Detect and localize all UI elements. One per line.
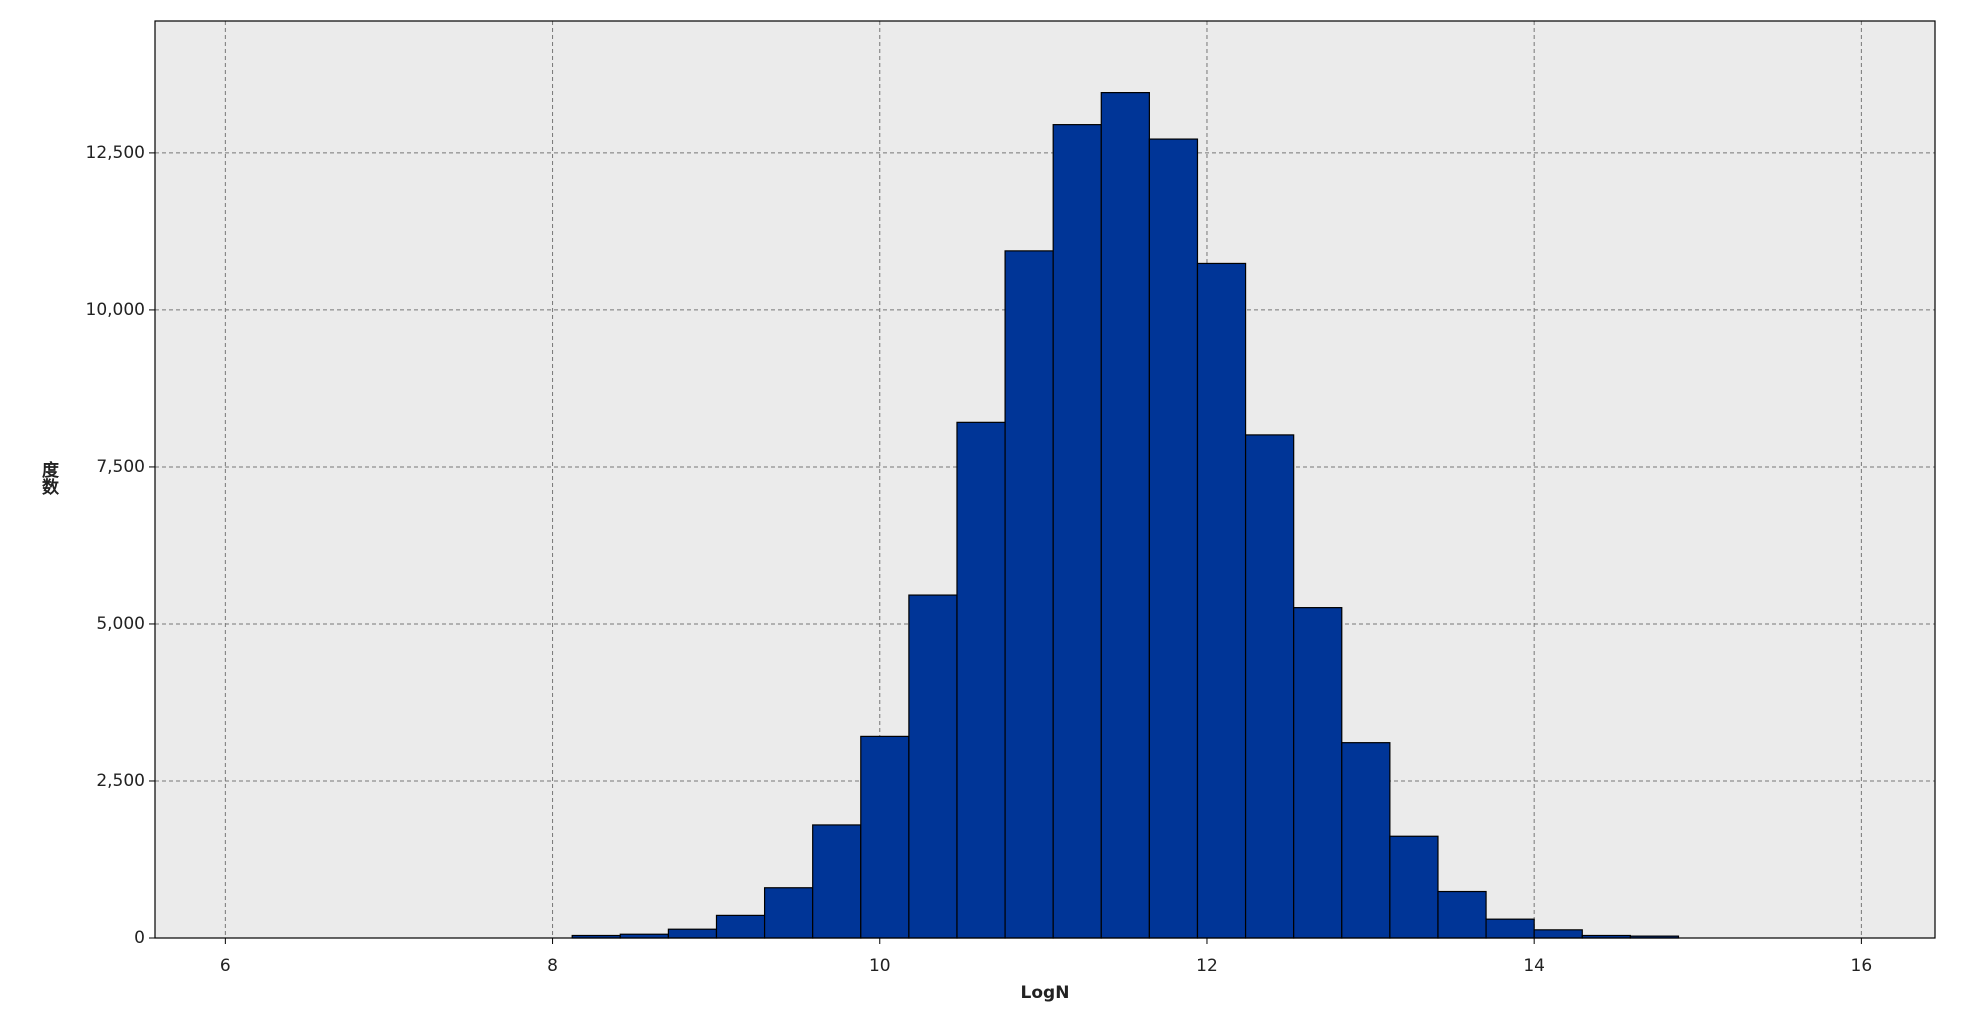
bar [1533,929,1583,939]
bar [812,824,862,939]
plot-frame [154,20,1936,939]
y-tick-label: 5,000 [96,614,145,634]
bar [1100,92,1150,939]
x-tick-label: 14 [1523,956,1545,976]
x-tick-label: 12 [1196,956,1218,976]
bar [1196,262,1247,939]
y-tick-label: 10,000 [86,300,145,320]
y-tick-label: 7,500 [96,457,145,477]
x-tick-label: 16 [1851,956,1873,976]
bar [667,928,718,939]
bar [763,887,814,939]
x-tick-label: 8 [547,956,558,976]
bar [860,735,910,939]
bar [956,421,1006,939]
y-tick-label: 12,500 [86,143,145,163]
bar [1341,742,1391,939]
bar [908,594,958,939]
bar [715,914,766,939]
bar [1052,124,1102,939]
y-tick-label: 2,500 [96,771,145,791]
bar [1244,434,1295,939]
bar [1389,835,1439,939]
bar [1004,250,1054,939]
x-axis-label: LogN [1021,983,1070,1003]
x-tick-label: 10 [869,956,891,976]
y-axis-label: 度数 [38,460,59,496]
bar [1293,607,1343,939]
x-tick-label: 6 [220,956,231,976]
bar [1148,138,1199,939]
bar [1437,890,1487,939]
bar [1485,918,1535,939]
y-tick-label: 0 [134,928,145,948]
